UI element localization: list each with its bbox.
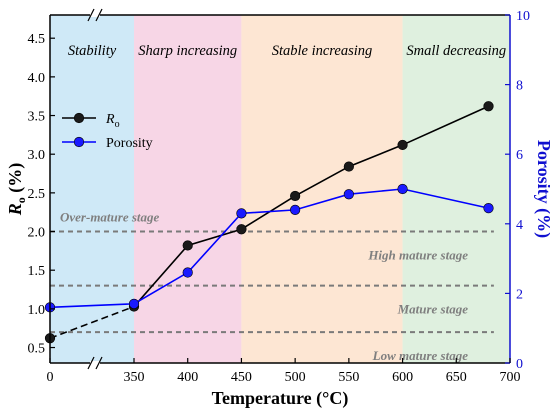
porosity-series-point-350	[128, 298, 140, 309]
stage-label-low-mature-stage: Low mature stage	[372, 348, 469, 363]
axis-break-gap-top	[90, 13, 100, 17]
left-tick-label-3: 3.0	[28, 148, 46, 163]
region-label-sharp-increasing: Sharp increasing	[138, 43, 237, 59]
legend: Ro Porosity	[62, 112, 153, 151]
x-tick-label-550: 550	[338, 370, 359, 385]
left-tick-label-2: 2.0	[28, 226, 46, 241]
r-series-point-600	[397, 139, 408, 151]
legend-label-porosity: Porosity	[106, 136, 153, 151]
porosity-series-point-550	[343, 189, 354, 200]
region-backgrounds	[50, 15, 510, 363]
x-tick-label-600: 600	[392, 370, 413, 385]
series-layer	[44, 101, 494, 344]
region-label-small-decreasing: Small decreasing	[406, 43, 506, 59]
right-axis-title: Porosity (%)	[533, 140, 550, 238]
left-axis-title-sub: o	[14, 197, 28, 203]
porosity-series-point-600	[397, 183, 408, 195]
r-series-point-680	[483, 101, 494, 112]
right-tick-label-8: 8	[516, 79, 523, 94]
right-tick-label-6: 6	[516, 148, 523, 163]
x-tick-label-350: 350	[124, 370, 145, 385]
left-tick-label-2-5: 2.5	[28, 187, 46, 202]
right-tick-label-10: 10	[516, 9, 530, 24]
region-sharp-increasing	[134, 15, 242, 363]
porosity-series-point-680	[483, 203, 494, 214]
x-tick-label-0: 0	[47, 370, 54, 385]
x-axis-title: Temperature (°C)	[212, 388, 349, 409]
right-tick-label-2: 2	[516, 287, 523, 302]
axis-break-slash-a-top	[87, 8, 95, 22]
stage-label-high-mature-stage: High mature stage	[367, 248, 468, 263]
region-labels: Stability Sharp increasing Stable increasi…	[68, 43, 506, 59]
porosity-series-line	[49, 188, 489, 309]
x-tick-label-700: 700	[500, 370, 521, 385]
legend-label-main-porosity: Porosity	[106, 136, 153, 151]
region-stability	[50, 15, 134, 363]
left-tick-label-3-5: 3.5	[28, 110, 46, 125]
x-tick-label-450: 450	[231, 370, 252, 385]
region-label-stability: Stability	[68, 43, 117, 59]
r-series-point-450	[236, 224, 247, 235]
legend-marker-r	[73, 112, 85, 124]
legend-label-main-r: R	[105, 112, 115, 127]
left-tick-label-4: 4.0	[28, 71, 46, 86]
r-series-point-550	[343, 161, 354, 172]
porosity-series-point-400	[182, 267, 193, 278]
left-tick-label-1-5: 1.5	[28, 264, 46, 279]
r-series-point-500	[290, 190, 301, 202]
right-tick-label-4: 4	[516, 218, 523, 233]
left-tick-label-4-5: 4.5	[28, 32, 46, 47]
legend-label-r: Ro	[105, 112, 120, 130]
left-axis-title: Ro (%)	[5, 163, 28, 217]
stage-label-over-mature-stage: Over-mature stage	[60, 210, 160, 225]
axis-titles: Temperature (°C) Ro (%) Porosity (%)	[5, 140, 550, 409]
left-axis-title-main: R	[5, 203, 25, 216]
left-tick-label-0-5: 0.5	[28, 342, 46, 357]
axis-break-slash-b-top	[95, 8, 103, 22]
axes: 0.5 1.0 1.5 2.0 2.5 3.0 3.5 4.0 4.5 0 2 4 6 8 10 0 350 40…	[28, 8, 530, 385]
legend-marker-porosity	[73, 136, 85, 148]
left-tick-label-1: 1.0	[28, 303, 46, 318]
reference-lines: Over-mature stage High mature stage Mature…	[50, 210, 494, 363]
right-tick-label-0: 0	[516, 357, 523, 372]
x-tick-label-400: 400	[177, 370, 198, 385]
axis-break-slash-a-bottom	[87, 356, 95, 370]
axis-break-gap-bottom	[90, 361, 100, 365]
x-tick-label-650: 650	[446, 370, 467, 385]
region-stable-increasing	[241, 15, 403, 363]
legend-label-sub-r: o	[115, 119, 120, 130]
r-series-break-segment	[49, 305, 135, 340]
left-axis-title-suffix: (%)	[5, 163, 26, 198]
porosity-series-point-450	[236, 208, 247, 219]
axis-break-slash-b-bottom	[95, 356, 103, 370]
stage-label-mature-stage: Mature stage	[397, 302, 469, 317]
r-series-point-400	[182, 240, 193, 251]
porosity-series-point-500	[290, 204, 301, 215]
x-tick-label-500: 500	[285, 370, 306, 385]
region-label-stable-increasing: Stable increasing	[272, 43, 373, 59]
region-small-decreasing	[402, 15, 510, 363]
